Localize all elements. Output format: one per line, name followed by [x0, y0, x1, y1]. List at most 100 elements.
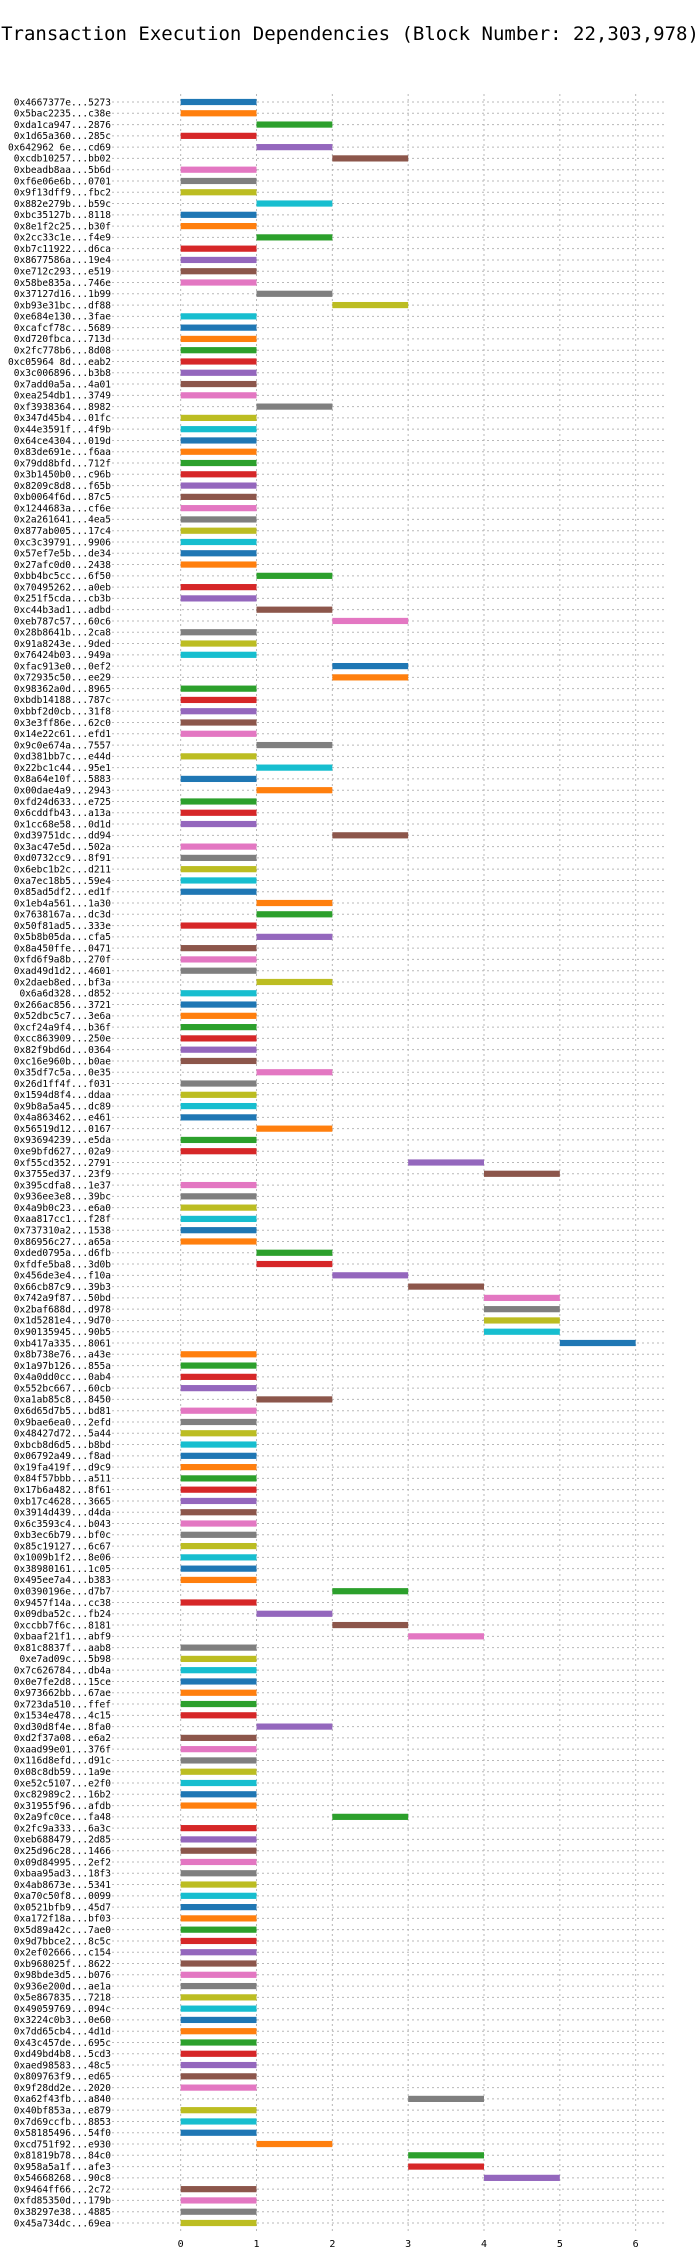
transaction-label: 0xcf24a9f4...b36f: [14, 1022, 111, 1033]
transaction-label: 0x44e3591f...4f9b: [14, 424, 112, 435]
transaction-bar: [180, 1700, 257, 1708]
transaction-bar: [180, 279, 257, 286]
transaction-bar: [180, 1802, 257, 1809]
transaction-label: 0xccbb7f6c...8181: [14, 1620, 112, 1631]
transaction-bar: [180, 640, 257, 647]
transaction-bar: [180, 1892, 257, 1899]
transaction-label: 0x7c626784...db4a: [14, 1665, 111, 1676]
transaction-bar: [180, 1599, 257, 1606]
transaction-label: 0x06792a49...f8ad: [14, 1451, 111, 1462]
transaction-bar: [180, 256, 257, 264]
transaction-label: 0x26d1ff4f...f031: [14, 1079, 112, 1090]
transaction-bar: [180, 1689, 257, 1696]
transaction-label: 0x495ee7a4...b383: [14, 1575, 111, 1586]
transaction-label: 0xfd6f9a8b...270f: [14, 955, 111, 966]
transaction-label: 0x45a734dc...69ea: [14, 2218, 111, 2229]
transaction-label: 0x09dba52c...fb24: [14, 1609, 112, 1620]
transaction-label: 0x49059769...094c: [14, 2004, 111, 2015]
transaction-label: 0x27afc0d0...2438: [14, 560, 112, 571]
transaction-label: 0x9457f14a...cc38: [14, 1598, 112, 1609]
transaction-bar: [180, 2073, 257, 2080]
transaction-bar: [180, 471, 257, 478]
transaction-bar: [180, 2050, 257, 2057]
transaction-label: 0x8b738e76...a43e: [14, 1350, 112, 1361]
transaction-bar: [180, 1734, 257, 1741]
transaction-label: 0x8e1f2c25...b30f: [14, 221, 111, 232]
transaction-bar: [180, 1486, 257, 1493]
transaction-label: 0x9d7bbce2...8c5c: [14, 1936, 111, 1947]
transaction-label: 0x2ef02666...c154: [14, 1948, 112, 1959]
transaction-label: 0x5b8b05da...cfa5: [14, 932, 111, 943]
transaction-label: 0x742a9f87...50bd: [14, 1293, 111, 1304]
transaction-label: 0xbdb14188...787c: [14, 695, 111, 706]
transaction-bar: [180, 505, 257, 512]
transaction-label: 0x642962 6e...cd69: [8, 142, 111, 153]
transaction-bar: [256, 1723, 333, 1730]
transaction-label: 0x86956c27...a65a: [14, 1237, 111, 1248]
transaction-label: 0xfd24d633...e725: [14, 797, 111, 808]
transaction-bar: [180, 335, 257, 343]
transaction-label: 0x0e7fe2d8...15ce: [14, 1677, 112, 1688]
transaction-bar: [256, 1260, 333, 1268]
transaction-label: 0x9b8a5a45...dc89: [14, 1101, 112, 1112]
transaction-label: 0xc82989c2...16b2: [14, 1790, 111, 1801]
transaction-label: 0x2a9fc0ce...fa48: [14, 1812, 112, 1823]
transaction-label: 0x72935c50...ee29: [14, 673, 112, 684]
transaction-label: 0x8a64e10f...5883: [14, 774, 111, 785]
transaction-bar: [180, 482, 257, 489]
transaction-label: 0xa62f43fb...a840: [14, 2094, 112, 2105]
transaction-bar: [180, 1531, 257, 1538]
transaction-label: 0xaa817cc1...f28f: [14, 1214, 111, 1225]
transaction-label: 0x40bf853a...e879: [14, 2105, 112, 2116]
x-tick-label: 1: [253, 2239, 259, 2250]
transaction-bar: [180, 1509, 257, 1516]
transaction-bar: [180, 2208, 257, 2215]
transaction-label: 0xbaaf21f1...abf9: [14, 1632, 112, 1643]
transaction-label: 0x9f28dd2e...2020: [14, 2083, 112, 2094]
transaction-label: 0x90135945...90b5: [14, 1327, 111, 1338]
transaction-bar: [180, 177, 257, 185]
transaction-bar: [484, 1170, 560, 1177]
transaction-label: 0x58185496...54f0: [14, 2128, 112, 2139]
transaction-label: 0x81c8837f...aab8: [14, 1643, 112, 1654]
transaction-label: 0x66cb87c9...39b3: [14, 1282, 111, 1293]
transaction-label: 0x14e22c61...efd1: [14, 729, 112, 740]
transaction-label: 0x2cc33c1e...f4e9: [14, 233, 112, 244]
transaction-label: 0xf6e06e6b...0701: [14, 176, 112, 187]
transaction-bar: [180, 1847, 257, 1854]
transaction-label: 0xcd751f92...e930: [14, 2139, 112, 2150]
transaction-bar: [256, 290, 333, 297]
transaction-bar: [256, 403, 333, 410]
transaction-bar: [256, 200, 333, 207]
transaction-label: 0xa7ec18b5...59e4: [14, 876, 112, 887]
transaction-bar: [180, 922, 257, 929]
transaction-bar: [484, 2174, 560, 2181]
transaction-label: 0x1eb4a561...1a30: [14, 898, 112, 909]
transaction-label: 0xc44b3ad1...adbd: [14, 605, 111, 616]
transaction-bar: [180, 1102, 257, 1110]
transaction-label: 0x91a8243e...9ded: [14, 639, 111, 650]
transaction-bar: [408, 1159, 484, 1166]
transaction-bar: [332, 1621, 409, 1629]
transaction-bar: [180, 1746, 257, 1753]
transaction-bar: [180, 1678, 257, 1685]
transaction-label: 0xe9bfd627...02a9: [14, 1147, 112, 1158]
transaction-bar: [180, 1926, 257, 1933]
transaction-label: 0x266ac856...3721: [14, 1000, 112, 1011]
transaction-bar: [256, 764, 333, 771]
transaction-bar: [180, 2084, 257, 2091]
transaction-bar: [256, 572, 333, 579]
transaction-bar: [180, 2005, 257, 2012]
transaction-bar: [180, 843, 257, 850]
x-tick-label: 3: [405, 2239, 411, 2250]
transaction-bar: [180, 629, 257, 636]
transaction-bar: [332, 832, 409, 839]
transaction-label: 0x8677586a...19e4: [14, 255, 112, 266]
transaction-bar: [180, 1136, 257, 1144]
transaction-bar: [180, 651, 257, 658]
transaction-label: 0x1d5281e4...9d70: [14, 1316, 112, 1327]
transaction-bar: [180, 730, 257, 737]
x-tick-label: 6: [633, 2239, 639, 2250]
transaction-bar: [180, 1057, 257, 1065]
transaction-label: 0x37127d16...1b99: [14, 289, 112, 300]
